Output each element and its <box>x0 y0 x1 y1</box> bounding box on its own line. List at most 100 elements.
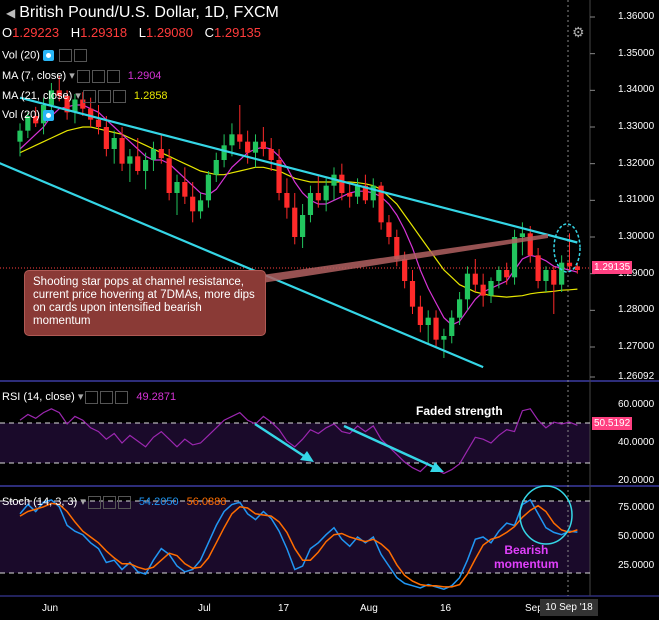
symbol-title[interactable]: ◀ British Pound/U.S. Dollar, 1D, FXCM <box>6 4 279 21</box>
candle-body <box>472 273 478 285</box>
candle-body <box>409 281 416 307</box>
candle-body <box>95 119 102 127</box>
indicator-vol-2[interactable]: Vol (20) <box>2 109 57 121</box>
candle-body <box>488 281 494 296</box>
candle-body <box>354 185 361 197</box>
more-icon[interactable] <box>117 495 131 509</box>
candle-body <box>433 317 439 340</box>
candle-body <box>25 116 31 131</box>
time-tick-label: 16 <box>440 603 452 614</box>
price-tick-label: 1.31000 <box>618 194 655 206</box>
more-icon[interactable] <box>106 69 120 83</box>
indicator-rsi[interactable]: RSI (14, close) ▾ 49.2871 <box>2 390 177 404</box>
candle-body <box>72 99 78 113</box>
candle-body <box>213 160 219 175</box>
candle-body <box>559 262 565 285</box>
candle-body <box>449 317 455 336</box>
candle-body <box>504 270 510 278</box>
rsi-tick-label: 20.0000 <box>618 475 655 486</box>
close-icon[interactable] <box>91 69 105 83</box>
stoch-tick-label: 75.0000 <box>618 502 655 513</box>
candle-body <box>88 108 94 120</box>
candle-body <box>378 185 384 223</box>
candle-body <box>143 160 149 171</box>
candle-body <box>245 141 251 153</box>
more-icon[interactable] <box>115 390 129 404</box>
stoch-d-line <box>19 502 578 588</box>
channel-lines <box>0 96 578 369</box>
close-icon[interactable] <box>102 495 116 509</box>
candle-body <box>315 193 321 201</box>
time-tick-label: Aug <box>360 603 378 614</box>
current-date-tag: 10 Sep '18 <box>540 599 598 616</box>
candle-body <box>135 156 141 171</box>
price-tick-label: 1.28000 <box>618 304 655 316</box>
price-tick-label: 1.34000 <box>618 84 655 96</box>
price-axis-ticks <box>590 16 595 378</box>
candle-body <box>551 270 557 285</box>
candle-body <box>441 336 447 340</box>
chart-header: ◀ British Pound/U.S. Dollar, 1D, FXCM <box>0 0 590 28</box>
channel-lower-line <box>0 162 484 369</box>
stoch-pane-band <box>0 501 590 573</box>
indicator-ma21[interactable]: MA (21, close) ▾ 1.2858 <box>2 89 168 103</box>
indicator-ma7[interactable]: MA (7, close) ▾ 1.2904 <box>2 69 162 83</box>
candle-body <box>307 193 314 215</box>
candle-body <box>158 149 164 159</box>
candle-body <box>127 156 133 164</box>
candle-body <box>17 130 23 142</box>
candle-body <box>417 306 423 325</box>
close-icon[interactable] <box>100 390 114 404</box>
indicator-stoch[interactable]: Stoch (14, 3, 3) ▾ 54.2050 56.0888 <box>2 495 227 509</box>
candle-body <box>268 149 274 160</box>
rsi-down-arrow-2 <box>343 424 444 472</box>
candle-body <box>370 185 376 201</box>
candle-body <box>260 141 266 149</box>
callout-connector <box>262 234 548 283</box>
settings-icon[interactable] <box>85 390 99 404</box>
rsi-series <box>19 408 578 475</box>
rsi-value-tag: 50.5192 <box>592 417 633 430</box>
settings-icon[interactable] <box>58 49 72 62</box>
stoch-tick-label: 25.0000 <box>618 560 655 571</box>
channel-upper-line <box>19 96 578 244</box>
more-icon[interactable] <box>112 89 126 103</box>
time-tick-label: Sep <box>525 603 543 614</box>
faded-strength-label: Faded strength <box>416 404 503 418</box>
candle-body <box>511 237 518 278</box>
time-tick-label: Jun <box>42 603 59 614</box>
candle-body <box>166 158 172 193</box>
stoch-tick-label: 50.0000 <box>618 531 655 542</box>
rsi-tick-label: 40.0000 <box>618 437 655 448</box>
settings-icon[interactable] <box>87 495 101 509</box>
settings-icon[interactable] <box>82 89 96 103</box>
visibility-icon[interactable] <box>42 50 54 61</box>
candle-body <box>425 317 431 325</box>
candle-body <box>292 207 298 237</box>
price-tick-label: 1.36000 <box>618 11 655 22</box>
settings-icon[interactable] <box>76 69 90 83</box>
candle-body <box>394 237 400 259</box>
stoch-k-line <box>19 498 578 590</box>
visibility-icon[interactable] <box>42 109 54 121</box>
close-icon[interactable] <box>73 49 87 62</box>
price-tick-label: 1.32000 <box>618 157 655 169</box>
candle-body <box>300 215 306 237</box>
price-tick-label: 1.30000 <box>618 231 655 242</box>
current-price-tag: 1.29135 <box>592 261 633 274</box>
candle-body <box>362 185 368 201</box>
bearish-momentum-label: Bearish momentum <box>494 543 559 571</box>
candle-body <box>221 145 227 160</box>
close-icon[interactable] <box>97 89 111 103</box>
candle-body <box>402 259 408 281</box>
candle-body <box>339 174 345 193</box>
candle-body <box>80 99 86 109</box>
price-tick-label: 1.26092 <box>618 371 655 382</box>
collapse-icon[interactable]: ◀ <box>6 6 16 20</box>
candle-body <box>480 284 486 296</box>
chart-settings-icon[interactable]: ⚙ <box>572 24 585 40</box>
price-tick-label: 1.33000 <box>618 121 655 132</box>
candle-body <box>284 193 290 208</box>
indicator-vol-1[interactable]: Vol (20) <box>2 49 87 62</box>
candle-body <box>457 299 463 318</box>
